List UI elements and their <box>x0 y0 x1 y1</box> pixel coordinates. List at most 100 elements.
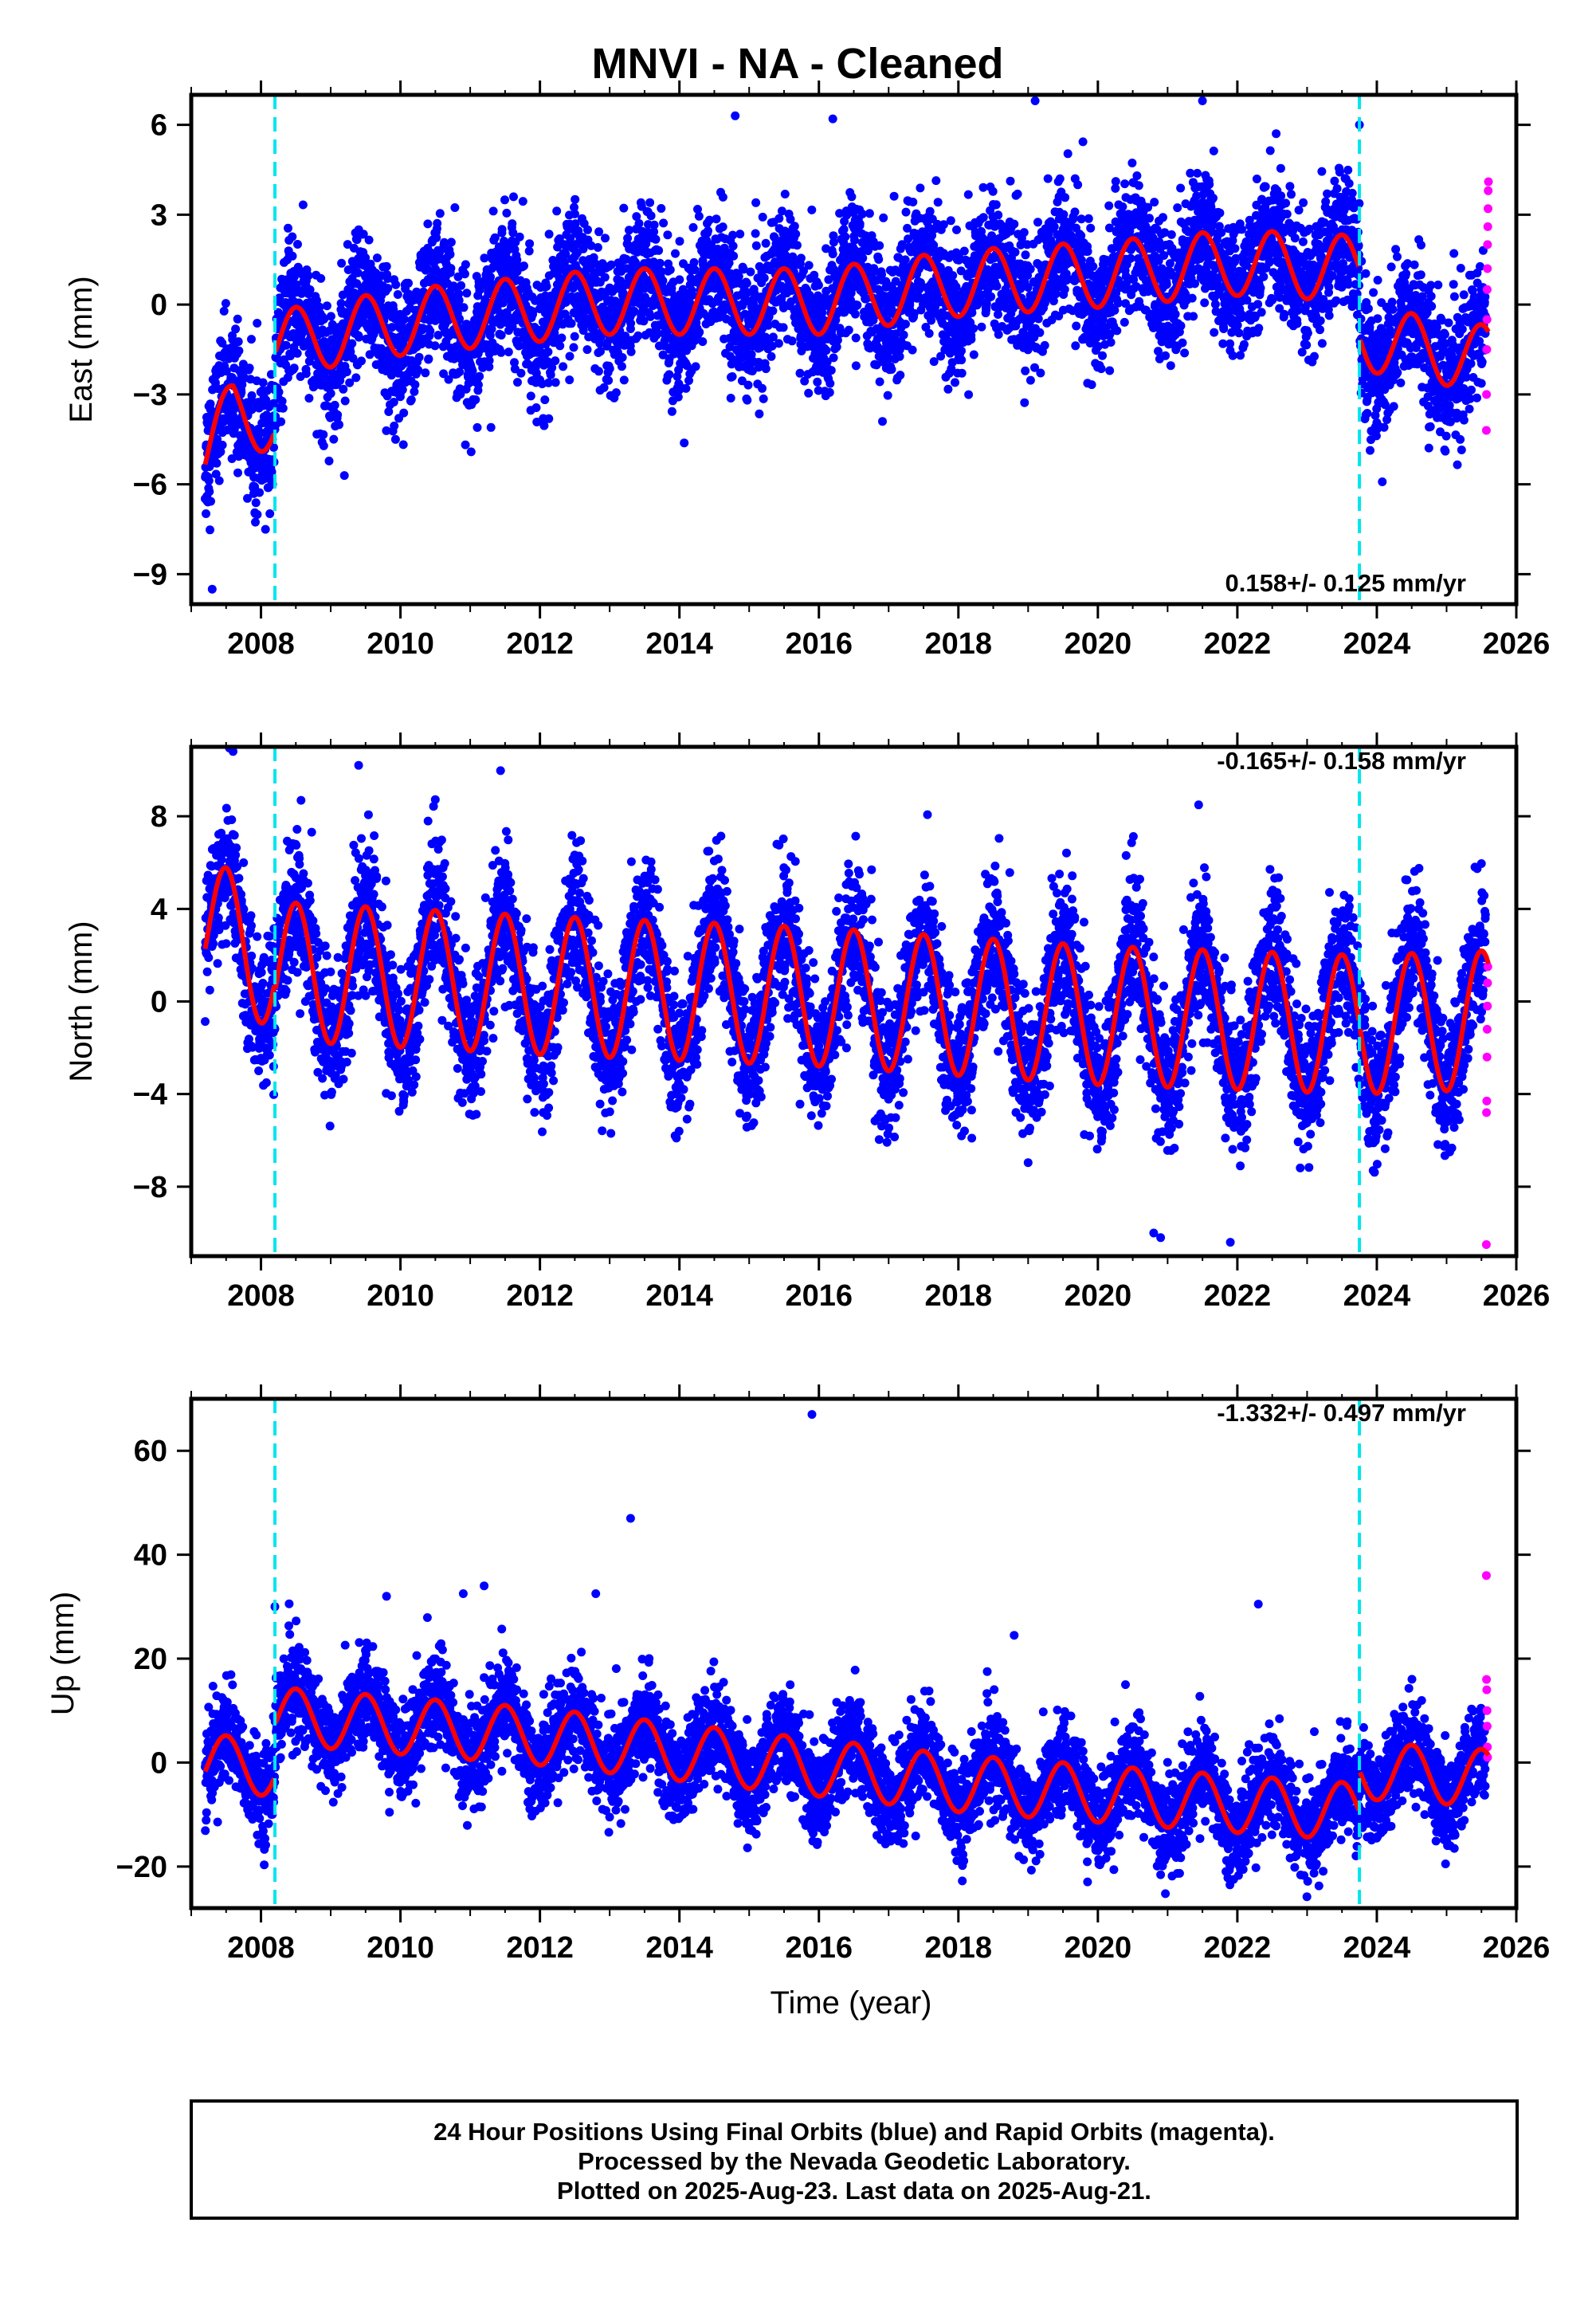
final-orbit-point <box>1006 176 1015 186</box>
final-orbit-point <box>822 346 831 355</box>
final-orbit-point <box>1025 265 1035 274</box>
final-orbit-point <box>202 509 210 518</box>
final-orbit-point <box>206 525 214 535</box>
final-orbit-point <box>508 322 517 332</box>
final-orbit-point <box>604 375 614 385</box>
final-orbit-point <box>1200 298 1210 308</box>
final-orbit-point <box>851 333 861 343</box>
final-orbit-point <box>255 488 265 497</box>
final-orbit-point <box>253 319 262 328</box>
final-orbit-point <box>569 343 578 352</box>
final-orbit-point <box>1127 159 1137 167</box>
final-orbit-point <box>399 315 409 324</box>
final-orbit-point <box>460 269 469 279</box>
final-orbit-point <box>468 366 477 375</box>
final-orbit-point <box>959 246 969 256</box>
final-orbit-point <box>446 264 456 273</box>
final-orbit-point <box>751 229 760 238</box>
final-orbit-point <box>382 274 392 283</box>
final-orbit-point <box>1070 207 1080 217</box>
final-orbit-point <box>1072 321 1081 331</box>
final-orbit-point <box>333 410 343 419</box>
final-orbit-point <box>364 235 374 245</box>
final-orbit-point <box>1167 230 1176 239</box>
final-orbit-point <box>390 434 400 444</box>
final-orbit-point <box>508 228 518 238</box>
final-orbit-point <box>851 361 861 371</box>
final-orbit-point <box>471 395 480 404</box>
final-orbit-point <box>347 339 357 348</box>
final-orbit-point <box>570 209 579 218</box>
final-orbit-point <box>293 240 302 249</box>
final-orbit-point <box>496 331 506 340</box>
final-orbit-point <box>600 273 610 282</box>
final-orbit-point <box>1112 326 1122 336</box>
final-orbit-point <box>704 226 712 236</box>
final-orbit-point <box>551 378 560 387</box>
final-orbit-point <box>988 187 998 196</box>
final-orbit-point <box>663 230 673 240</box>
final-orbit-point <box>233 337 243 347</box>
final-orbit-point <box>566 234 575 243</box>
final-orbit-point <box>389 398 398 406</box>
final-orbit-point <box>433 331 443 340</box>
final-orbit-point <box>1187 293 1197 303</box>
final-orbit-point <box>759 273 769 283</box>
final-orbit-point <box>931 176 941 186</box>
final-orbit-point <box>316 273 326 283</box>
final-orbit-point <box>343 240 352 249</box>
final-orbit-point <box>671 249 680 258</box>
final-orbit-point <box>319 441 328 450</box>
final-orbit-point <box>292 348 302 358</box>
final-orbit-point <box>497 225 507 234</box>
final-orbit-point <box>1111 177 1120 187</box>
final-orbit-point <box>813 377 822 387</box>
final-orbit-point <box>900 255 910 265</box>
plot-area <box>201 95 1493 604</box>
final-orbit-point <box>1013 189 1022 198</box>
final-orbit-point <box>435 247 445 257</box>
final-orbit-point <box>977 322 986 332</box>
final-orbit-point <box>514 341 524 351</box>
final-orbit-point <box>484 355 494 365</box>
final-orbit-point <box>875 377 884 387</box>
final-orbit-point <box>330 400 339 410</box>
final-orbit-point <box>516 368 526 378</box>
final-orbit-point <box>1098 351 1107 360</box>
final-orbit-point <box>946 216 955 226</box>
final-orbit-point <box>601 234 610 243</box>
final-orbit-point <box>718 222 727 232</box>
final-orbit-point <box>353 268 363 277</box>
final-orbit-point <box>512 255 522 265</box>
final-orbit-point <box>933 198 943 207</box>
final-orbit-point <box>1033 218 1042 227</box>
final-orbit-point <box>424 354 433 363</box>
final-orbit-point <box>1173 203 1182 213</box>
final-orbit-point <box>243 493 252 503</box>
final-orbit-point <box>924 328 934 338</box>
final-orbit-point <box>284 223 292 233</box>
final-orbit-point <box>251 517 260 527</box>
final-orbit-point <box>542 281 551 291</box>
final-orbit-point <box>657 204 666 213</box>
final-orbit-point <box>743 395 752 405</box>
final-orbit-point <box>1019 228 1029 238</box>
final-orbit-point <box>1020 398 1029 407</box>
final-orbit-point <box>605 364 614 373</box>
final-orbit-point <box>544 414 554 423</box>
final-orbit-point <box>1071 341 1080 351</box>
final-orbit-point <box>457 281 466 290</box>
final-orbit-point <box>315 302 324 312</box>
final-orbit-point <box>289 272 299 281</box>
final-orbit-point <box>1178 338 1187 348</box>
final-orbit-point <box>675 275 684 285</box>
final-orbit-point <box>1205 179 1214 189</box>
final-orbit-point <box>504 348 513 357</box>
final-orbit-point <box>887 365 896 374</box>
final-orbit-point <box>233 468 242 477</box>
final-orbit-point <box>1219 324 1229 333</box>
final-orbit-point <box>1033 314 1043 324</box>
final-orbit-point <box>963 190 973 199</box>
final-orbit-point <box>206 497 215 506</box>
final-orbit-point <box>896 371 905 380</box>
